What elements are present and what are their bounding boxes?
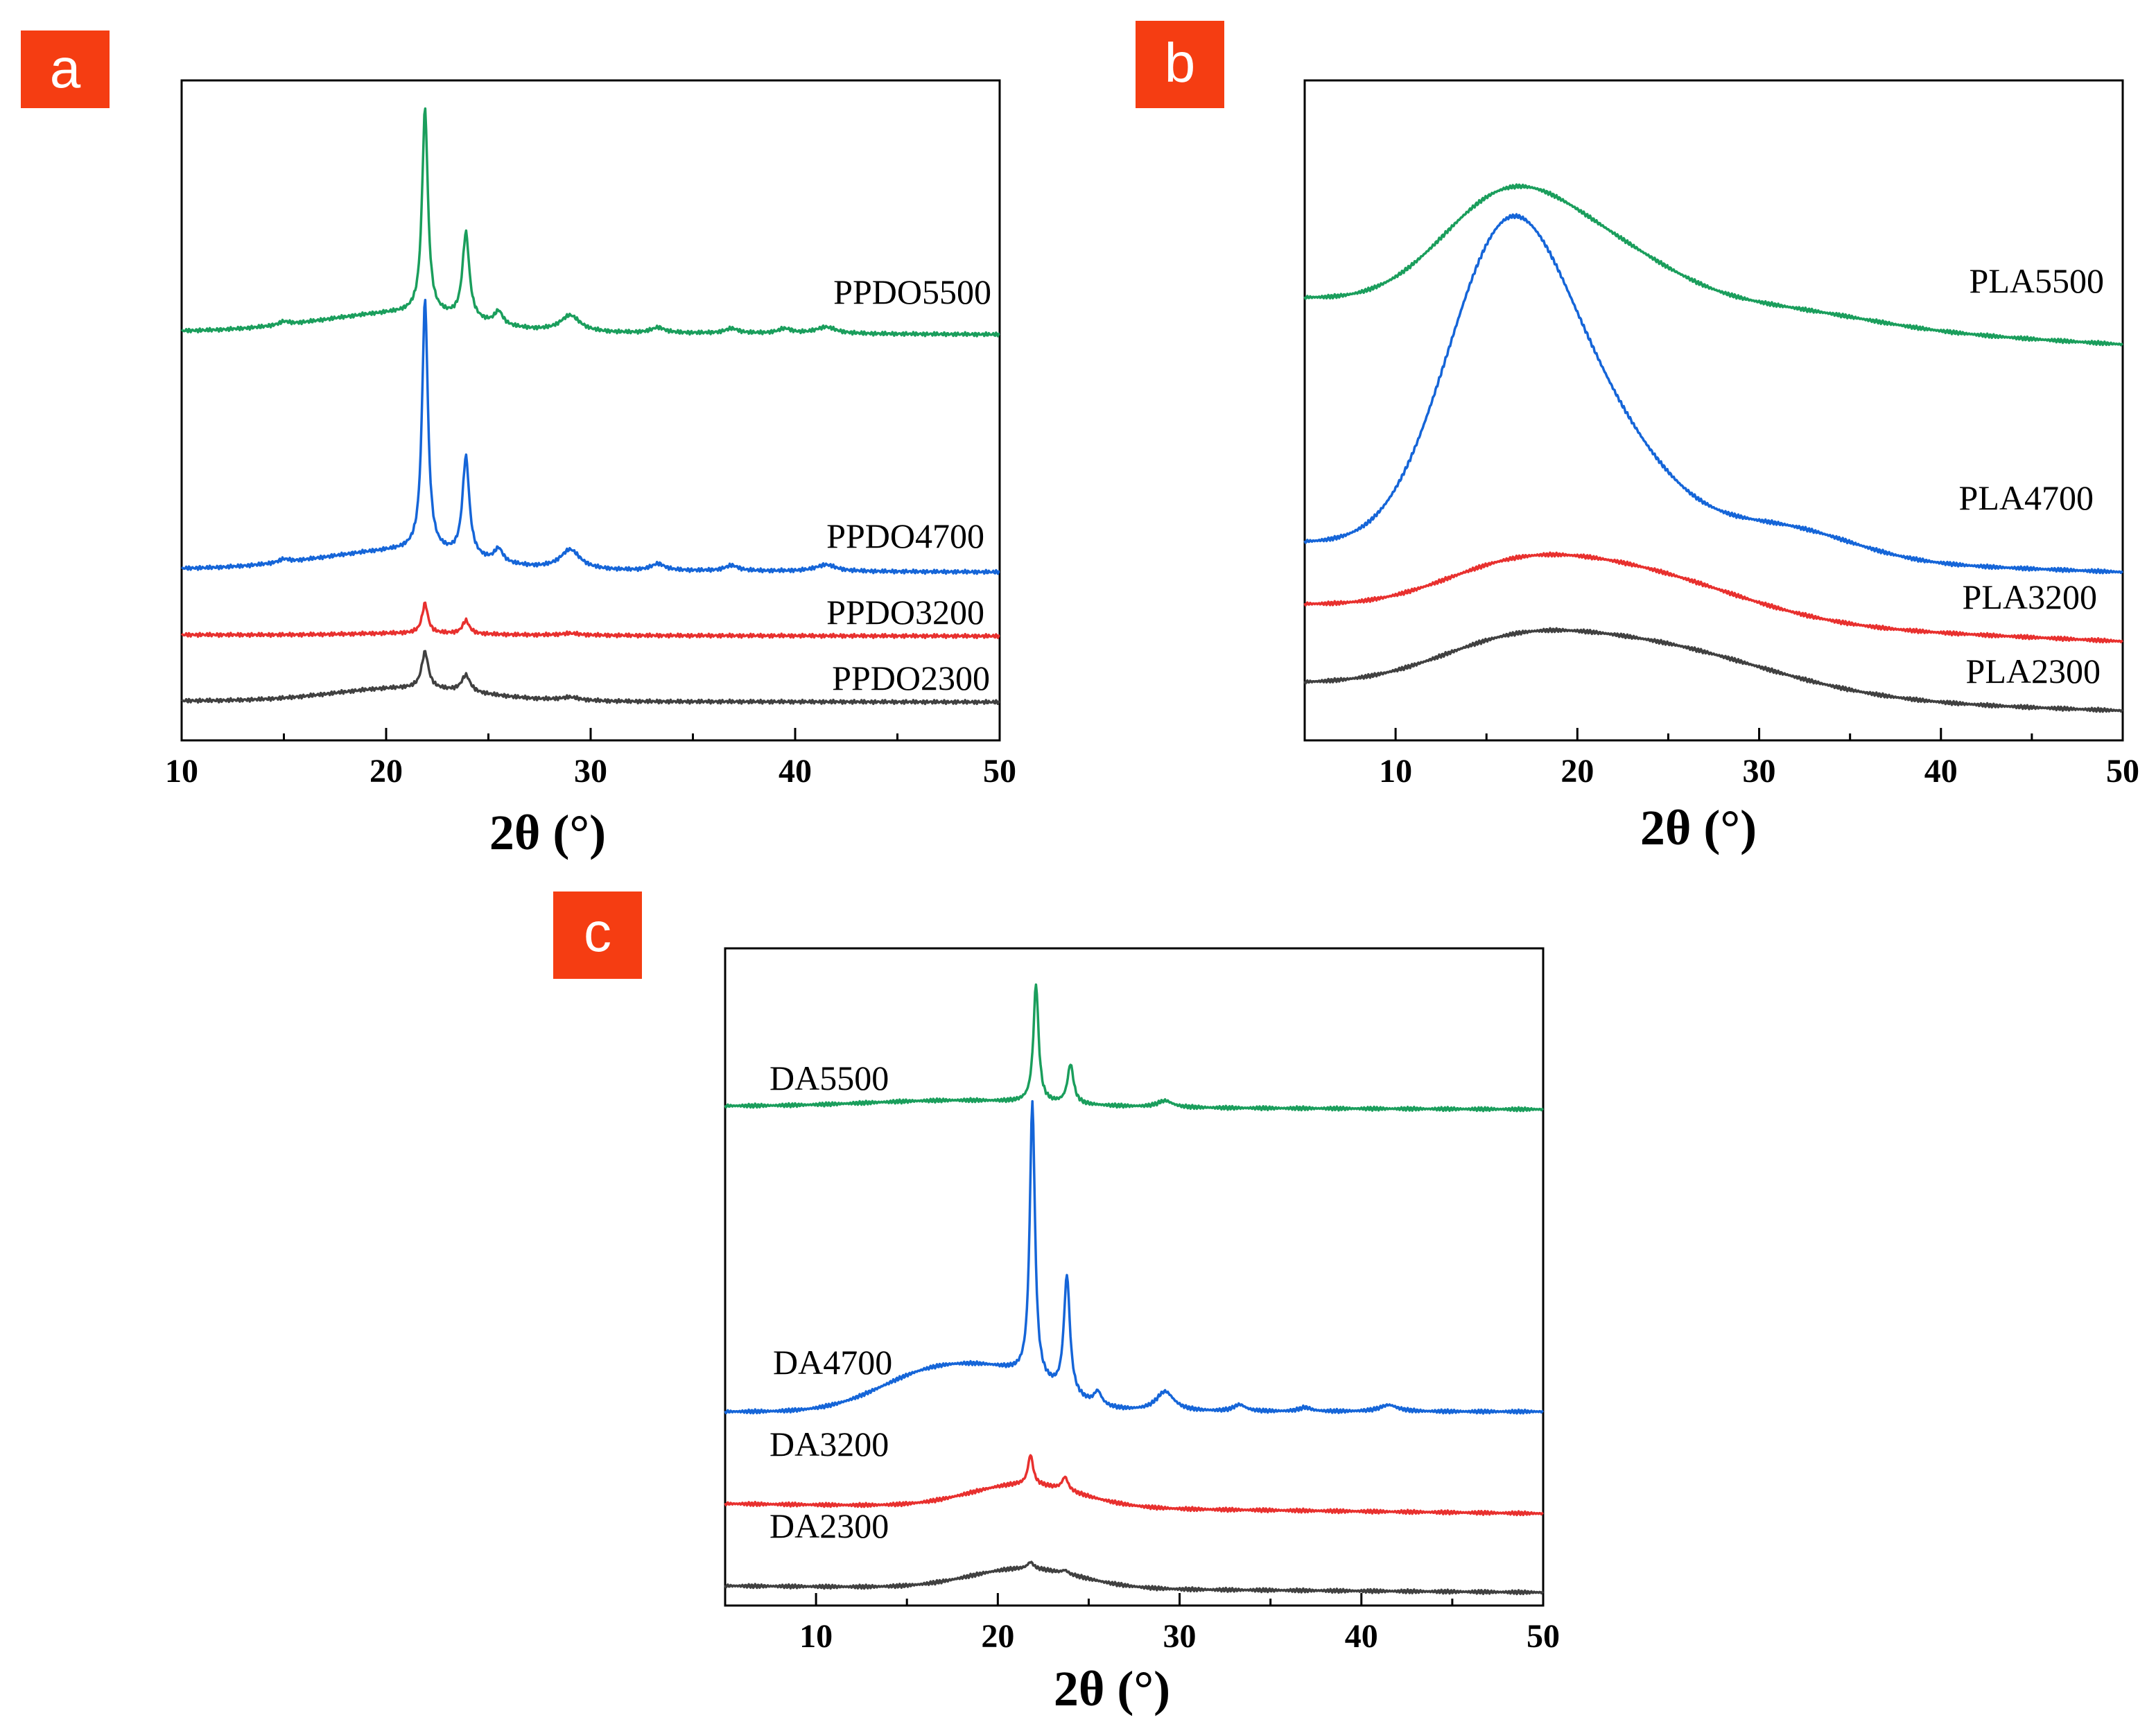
series-label-DA4700: DA4700 — [773, 1343, 892, 1382]
trace-PLA4700 — [1303, 213, 2123, 575]
panel-c-tick-label-30: 30 — [1163, 1618, 1197, 1655]
panel-b-tick-labels: 10 20 30 40 50 — [1379, 753, 2139, 790]
panel-b-letter: b — [1165, 32, 1196, 94]
panel-c-traces — [724, 983, 1544, 1596]
panel-c: c 10 20 30 40 50 DA5500 DA4700 DA3200 DA2300… — [553, 892, 1560, 1716]
panel-a-tick-label-50: 50 — [983, 753, 1016, 790]
panel-a-series-labels: PPDO5500 PPDO4700 PPDO3200 PPDO2300 — [826, 272, 991, 697]
series-label-PPDO2300: PPDO2300 — [832, 659, 990, 697]
trace-DA2300 — [724, 1560, 1544, 1596]
panel-a-tick-label-40: 40 — [779, 753, 812, 790]
trace-PPDO3200 — [180, 601, 1000, 639]
trace-PPDO4700 — [181, 298, 1000, 575]
series-label-PPDO5500: PPDO5500 — [833, 272, 991, 311]
trace-PPDO2300 — [181, 650, 1000, 706]
panel-a-tick-label-10: 10 — [165, 753, 198, 790]
trace-PLA5500 — [1303, 183, 2123, 347]
panel-b-plot-frame — [1303, 79, 2124, 742]
panel-b-badge — [1136, 21, 1224, 108]
panel-b-x-axis-title: 2θ (°) — [1640, 800, 1757, 855]
series-label-DA2300: DA2300 — [770, 1506, 889, 1545]
panel-a-tick-label-30: 30 — [574, 753, 607, 790]
panel-a-ticks — [180, 728, 1001, 740]
series-label-PLA5500: PLA5500 — [1970, 261, 2104, 300]
panel-a-x-axis-title: 2θ (°) — [489, 805, 606, 860]
panel-b-tick-label-10: 10 — [1379, 753, 1412, 790]
panel-c-plot-frame — [724, 947, 1545, 1607]
panel-c-badge — [553, 892, 642, 979]
series-label-PPDO4700: PPDO4700 — [826, 516, 984, 555]
series-label-PLA2300: PLA2300 — [1966, 652, 2101, 690]
panel-c-ticks — [724, 1593, 1545, 1606]
trace-PPDO5500 — [181, 107, 1000, 338]
panel-b-tick-label-30: 30 — [1743, 753, 1776, 790]
panel-b-ticks — [1303, 728, 2124, 740]
panel-a-traces — [180, 107, 1000, 706]
panel-c-series-labels: DA5500 DA4700 DA3200 DA2300 — [770, 1059, 892, 1545]
panel-a-plot-frame — [180, 79, 1001, 742]
panel-c-tick-label-40: 40 — [1345, 1618, 1378, 1655]
panel-b-traces — [1303, 183, 2123, 713]
trace-PLA2300 — [1303, 627, 2123, 713]
panel-a: a 10 20 30 40 50 PPDO5500 PPDO4700 PPDO3200 … — [21, 31, 1016, 860]
series-label-PLA3200: PLA3200 — [1963, 577, 2097, 616]
panel-a-tick-labels: 10 20 30 40 50 — [165, 753, 1016, 790]
panel-c-letter: c — [584, 901, 611, 963]
trace-DA4700 — [724, 1099, 1544, 1415]
panel-b: b 10 20 30 40 50 PLA5500 PLA4700 PLA3200 PLA… — [1136, 21, 2139, 855]
panel-c-tick-label-10: 10 — [799, 1618, 833, 1655]
panel-a-badge — [21, 31, 110, 108]
series-label-PLA4700: PLA4700 — [1959, 478, 2094, 517]
panel-b-tick-label-40: 40 — [1924, 753, 1958, 790]
panel-b-series-labels: PLA5500 PLA4700 PLA3200 PLA2300 — [1959, 261, 2104, 690]
trace-PLA3200 — [1303, 551, 2123, 644]
panel-c-tick-label-50: 50 — [1527, 1618, 1560, 1655]
panel-b-tick-label-50: 50 — [2106, 753, 2139, 790]
panel-c-tick-labels: 10 20 30 40 50 — [799, 1618, 1560, 1655]
panel-a-letter: a — [50, 37, 81, 99]
series-label-DA3200: DA3200 — [770, 1425, 889, 1463]
panel-a-tick-label-20: 20 — [370, 753, 403, 790]
trace-DA3200 — [724, 1454, 1544, 1517]
trace-DA5500 — [724, 983, 1544, 1113]
series-label-PPDO3200: PPDO3200 — [826, 593, 984, 632]
panel-c-tick-label-20: 20 — [981, 1618, 1014, 1655]
panel-c-x-axis-title: 2θ (°) — [1054, 1661, 1170, 1716]
series-label-DA5500: DA5500 — [770, 1059, 889, 1097]
panel-b-tick-label-20: 20 — [1561, 753, 1594, 790]
